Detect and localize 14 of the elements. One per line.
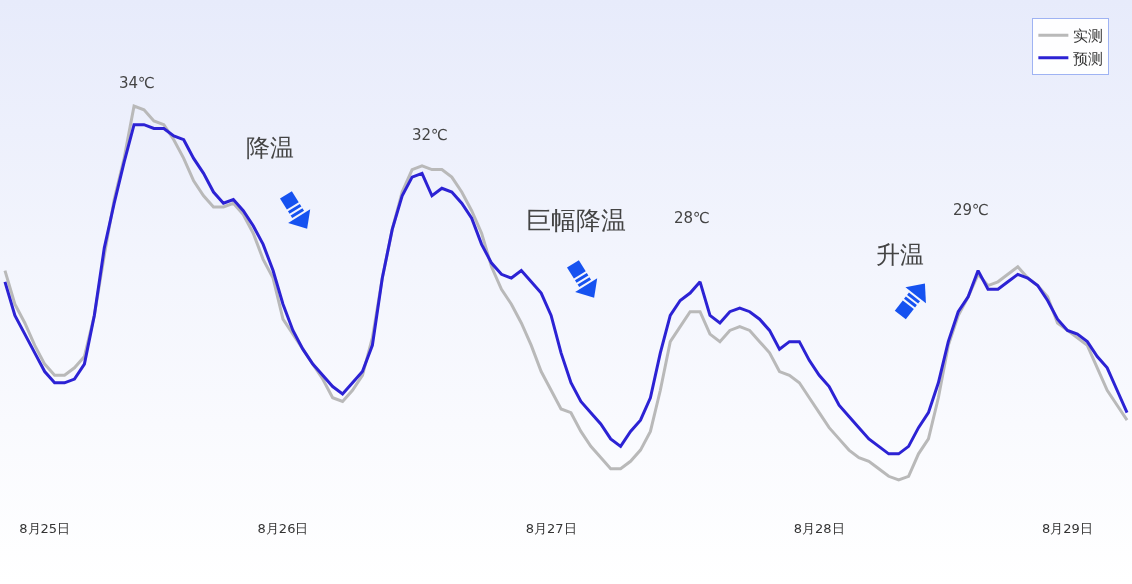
annotation: 升温 <box>876 241 924 269</box>
annotation: 32℃ <box>412 126 448 144</box>
annotation: 降温 <box>246 134 294 162</box>
x-tick-label: 8月29日 <box>1042 521 1093 536</box>
legend-label: 预测 <box>1073 49 1104 68</box>
annotation: 巨幅降温 <box>526 206 626 235</box>
annotation: 28℃ <box>674 209 710 227</box>
x-tick-label: 8月26日 <box>257 521 309 536</box>
x-tick-label: 8月25日 <box>19 521 71 536</box>
x-tick-label: 8月27日 <box>525 521 577 536</box>
legend-label: 实测 <box>1073 27 1104 46</box>
text: 34℃ <box>119 74 155 92</box>
annotation: 29℃ <box>953 201 989 219</box>
x-tick-label: 8月28日 <box>793 521 845 536</box>
